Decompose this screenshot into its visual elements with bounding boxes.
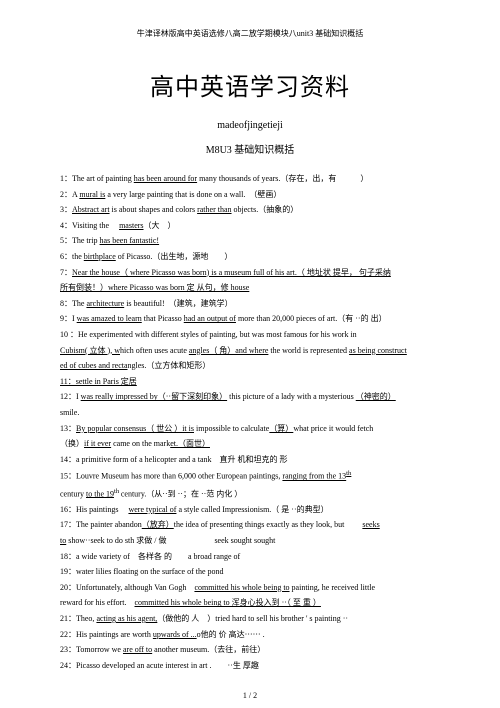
main-title: 高中英语学习资料 bbox=[60, 70, 440, 106]
item-1: 1：The art of painting has been around fo… bbox=[60, 172, 440, 186]
item-21: 21：Theo, acting as his agent,（做他的 人 ）tri… bbox=[60, 612, 440, 626]
item-4: 4：Visiting the masters（大 ） bbox=[60, 219, 440, 233]
item-11: 11：settle in Paris 定居 bbox=[60, 375, 440, 389]
item-19: 19：water lilies floating on the surface … bbox=[60, 565, 440, 579]
item-23: 23：Tomorrow we are off to another museum… bbox=[60, 643, 440, 657]
item-17b: to show··seek to do sth 求做 / 做 seek soug… bbox=[60, 534, 440, 548]
item-15b: century to the 19th century.（从··到 ··；在 ·… bbox=[60, 486, 440, 501]
item-22: 22：His paintings are worth upwards of ..… bbox=[60, 628, 440, 642]
item-5: 5：The trip has been fantastic! bbox=[60, 234, 440, 248]
item-7: 7：Near the house（ where Picasso was born… bbox=[60, 266, 440, 280]
item-13: 13：By popular consensus（ 世公 ）it is impos… bbox=[60, 422, 440, 436]
item-9: 9：I was amazed to learn that Picasso had… bbox=[60, 312, 440, 326]
document-page: 牛津译林版高中英语选修八高二放学期模块八unit3 基础知识概括 高中英语学习资… bbox=[0, 0, 500, 694]
item-20b: reward for his effort. committed his who… bbox=[60, 596, 440, 610]
item-6: 6：the birthplace of Picasso.（出生地，源地 ） bbox=[60, 250, 440, 264]
item-7b: 所有倒装！）where Picasso was born 定 从句，修 hous… bbox=[60, 281, 440, 295]
item-12b: smile. bbox=[60, 406, 440, 420]
item-10c: ed of cubes and rectangles.（立方体和矩形） bbox=[60, 359, 440, 373]
item-18: 18：a wide variety of 各样各 的 a broad range… bbox=[60, 550, 440, 564]
subtitle-2: M8U3 基础知识概括 bbox=[60, 143, 440, 158]
item-24: 24：Picasso developed an acute interest i… bbox=[60, 659, 440, 673]
item-12: 12：I was really impressed by（··留下深刻印象） t… bbox=[60, 390, 440, 404]
item-10: 10 ：He experimented with different style… bbox=[60, 328, 440, 342]
header-text: 牛津译林版高中英语选修八高二放学期模块八unit3 基础知识概括 bbox=[60, 28, 440, 40]
item-8: 8：The architecture is beautiful! （建筑，建筑学… bbox=[60, 297, 440, 311]
subtitle-1: madeofjingetieji bbox=[60, 118, 440, 133]
item-16: 16：His paintings were typical of a style… bbox=[60, 503, 440, 517]
item-20: 20：Unfortunately, although Van Gogh comm… bbox=[60, 581, 440, 595]
item-3: 3：Abstract art is about shapes and color… bbox=[60, 203, 440, 217]
item-14: 14：a primitive form of a helicopter and … bbox=[60, 453, 440, 467]
item-17: 17：The painter abandon（放弃）the idea of pr… bbox=[60, 518, 440, 532]
item-13b: （换）if it ever came on the market.（面世） bbox=[60, 437, 440, 451]
item-10b: Cubism( 立体 ), which often uses acute ang… bbox=[60, 344, 440, 358]
page-number: 1 / 2 bbox=[0, 691, 500, 700]
item-2: 2：A mural is a very large painting that … bbox=[60, 188, 440, 202]
item-15: 15：Louvre Museum has more than 6,000 oth… bbox=[60, 468, 440, 483]
